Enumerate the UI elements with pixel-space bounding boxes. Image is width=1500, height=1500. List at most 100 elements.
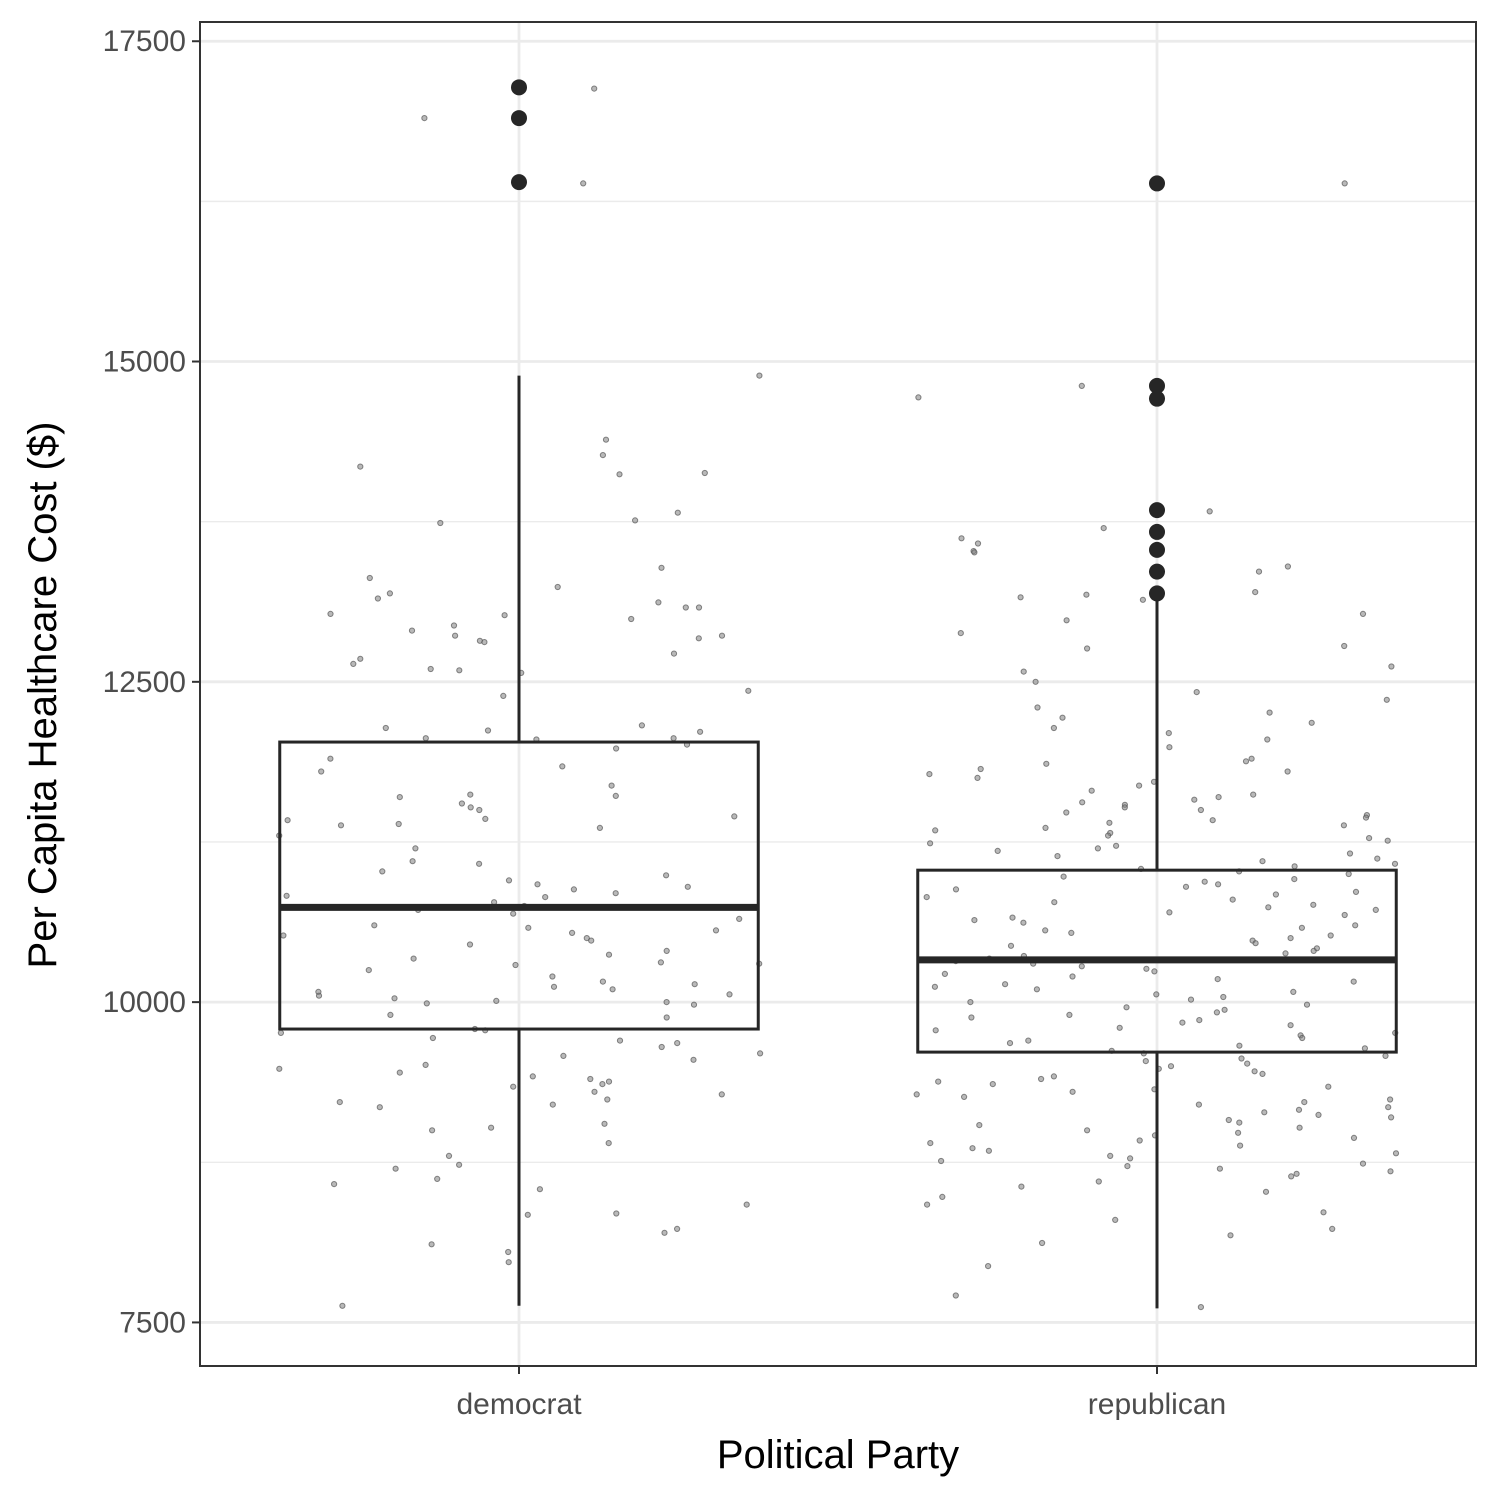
jitter-point	[1291, 989, 1296, 994]
jitter-point	[968, 1000, 973, 1005]
jitter-point	[1289, 1174, 1294, 1179]
jitter-point	[1044, 761, 1049, 766]
jitter-point	[1373, 907, 1378, 912]
jitter-point	[972, 918, 977, 923]
jitter-point	[1385, 838, 1390, 843]
jitter-point	[1362, 1046, 1367, 1051]
jitter-point	[1311, 902, 1316, 907]
jitter-point	[1039, 1076, 1044, 1081]
jitter-point	[685, 884, 690, 889]
jitter-point	[543, 895, 548, 900]
jitter-point	[1069, 930, 1074, 935]
outlier-point	[511, 79, 527, 95]
jitter-point	[1360, 1161, 1365, 1166]
jitter-point	[1217, 1166, 1222, 1171]
jitter-point	[506, 1249, 511, 1254]
y-tick-label: 17500	[103, 25, 186, 58]
jitter-point	[561, 1053, 566, 1058]
jitter-point	[589, 938, 594, 943]
jitter-point	[995, 848, 1000, 853]
jitter-point	[1392, 861, 1397, 866]
jitter-point	[377, 1105, 382, 1110]
jitter-point	[468, 805, 473, 810]
jitter-point	[629, 616, 634, 621]
jitter-point	[396, 821, 401, 826]
jitter-point	[737, 916, 742, 921]
jitter-point	[388, 1012, 393, 1017]
jitter-point	[1249, 756, 1254, 761]
jitter-point	[410, 859, 415, 864]
jitter-point	[658, 960, 663, 965]
jitter-point	[732, 814, 737, 819]
jitter-point	[1230, 897, 1235, 902]
jitter-point	[933, 1028, 938, 1033]
outlier-point	[1149, 564, 1165, 580]
jitter-point	[1167, 745, 1172, 750]
jitter-point	[932, 984, 937, 989]
jitter-point	[1243, 759, 1248, 764]
jitter-point	[1347, 851, 1352, 856]
jitter-point	[1040, 1240, 1045, 1245]
jitter-point	[1052, 900, 1057, 905]
jitter-point	[340, 1303, 345, 1308]
jitter-point	[467, 942, 472, 947]
jitter-point	[928, 1141, 933, 1146]
jitter-point	[319, 769, 324, 774]
jitter-point	[592, 1089, 597, 1094]
jitter-point	[975, 775, 980, 780]
jitter-point	[1300, 1035, 1305, 1040]
jitter-point	[1294, 1171, 1299, 1176]
y-tick-label: 7500	[119, 1306, 186, 1339]
y-tick-label: 12500	[103, 666, 186, 699]
jitter-point	[986, 1148, 991, 1153]
jitter-point	[278, 1030, 283, 1035]
jitter-point	[555, 584, 560, 589]
jitter-point	[1085, 1128, 1090, 1133]
jitter-point	[1253, 941, 1258, 946]
jitter-point	[397, 1070, 402, 1075]
jitter-point	[713, 928, 718, 933]
jitter-point	[1166, 731, 1171, 736]
jitter-point	[659, 565, 664, 570]
jitter-point	[551, 984, 556, 989]
jitter-point	[1008, 943, 1013, 948]
jitter-point	[1342, 181, 1347, 186]
jitter-point	[1152, 969, 1157, 974]
jitter-point	[422, 116, 427, 121]
jitter-point	[972, 550, 977, 555]
jitter-point	[613, 891, 618, 896]
jitter-point	[1245, 1061, 1250, 1066]
jitter-point	[550, 974, 555, 979]
jitter-point	[1113, 1217, 1118, 1222]
jitter-point	[1080, 800, 1085, 805]
jitter-point	[1033, 679, 1038, 684]
jitter-point	[1070, 1089, 1075, 1094]
jitter-point	[606, 952, 611, 957]
jitter-point	[430, 1128, 435, 1133]
jitter-point	[526, 925, 531, 930]
jitter-point	[453, 633, 458, 638]
jitter-point	[1198, 807, 1203, 812]
jitter-point	[1216, 882, 1221, 887]
jitter-point	[1228, 1233, 1233, 1238]
jitter-point	[1342, 912, 1347, 917]
jitter-point	[942, 971, 947, 976]
jitter-point	[430, 1035, 435, 1040]
jitter-point	[459, 801, 464, 806]
jitter-point	[1299, 925, 1304, 930]
jitter-point	[1388, 1169, 1393, 1174]
jitter-point	[1084, 592, 1089, 597]
jitter-point	[1311, 948, 1316, 953]
jitter-point	[1351, 1135, 1356, 1140]
jitter-point	[1253, 590, 1258, 595]
jitter-point	[511, 1084, 516, 1089]
jitter-point	[958, 631, 963, 636]
jitter-point	[656, 600, 661, 605]
x-tick-label: republican	[1088, 1388, 1226, 1421]
jitter-point	[610, 987, 615, 992]
jitter-point	[1237, 1043, 1242, 1048]
jitter-point	[1137, 783, 1142, 788]
jitter-point	[1207, 509, 1212, 514]
jitter-point	[1267, 710, 1272, 715]
jitter-point	[1079, 383, 1084, 388]
